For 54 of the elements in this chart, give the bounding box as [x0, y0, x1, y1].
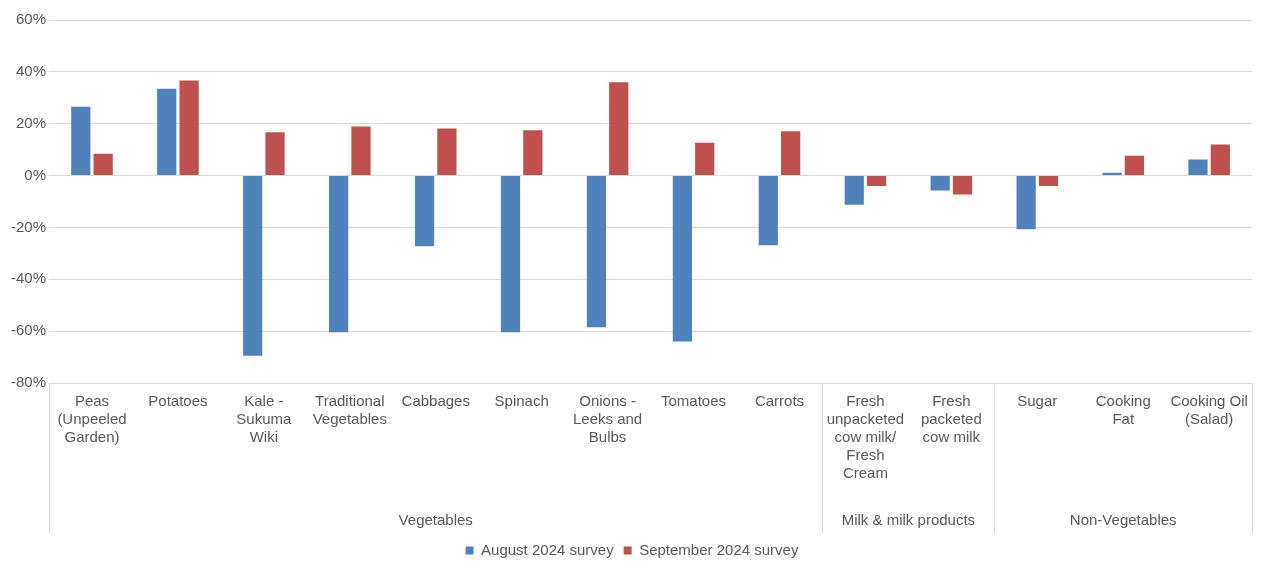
bar — [930, 176, 950, 191]
bar — [695, 142, 715, 176]
x-tick-label: Cooking Oil (Salad) — [1170, 392, 1248, 428]
x-tick-label: Fresh packeted cow milk — [920, 392, 982, 446]
x-tick-label: Carrots — [754, 392, 805, 410]
bar — [1124, 155, 1144, 176]
x-tick-label: Sugar — [1017, 392, 1058, 410]
y-tick-label: -80% — [10, 373, 47, 391]
x-tick-label: Cooking Fat — [1095, 392, 1151, 428]
legend-label: September 2024 survey — [639, 540, 799, 558]
bar — [1038, 176, 1059, 186]
bar — [1210, 144, 1230, 176]
bar — [586, 176, 607, 328]
y-tick-label: -40% — [10, 269, 47, 287]
text: Milk & milk products — [841, 511, 976, 529]
bar — [1016, 176, 1036, 230]
bar — [93, 153, 113, 176]
y-tick-label: -60% — [10, 321, 47, 339]
y-tick-label: -20% — [10, 217, 47, 235]
bar — [952, 176, 973, 195]
bar — [71, 106, 91, 176]
bar — [523, 130, 543, 176]
text: Vegetables — [398, 511, 473, 529]
text: Non-Vegetables — [1069, 511, 1177, 529]
bar — [179, 80, 199, 176]
bar — [866, 176, 887, 186]
bar — [437, 128, 457, 176]
y-tick-label: 0% — [24, 165, 47, 183]
bar — [758, 176, 778, 246]
x-tick-label: Onions - Leeks and Bulbs — [572, 392, 643, 446]
bar — [1188, 159, 1208, 176]
bar — [609, 82, 629, 176]
x-tick-label: Tomatoes — [661, 392, 727, 410]
bar — [672, 176, 692, 342]
x-tick-label: Peas (Unpeeled Garden) — [57, 392, 127, 446]
bar — [844, 176, 864, 205]
bar — [351, 126, 371, 176]
y-tick-label: 60% — [15, 10, 47, 28]
bar — [157, 88, 177, 176]
bar — [500, 176, 521, 333]
x-tick-label: Spinach — [494, 392, 549, 410]
bar — [265, 132, 285, 176]
bar — [781, 131, 801, 176]
bar — [414, 176, 435, 247]
y-tick-label: 20% — [15, 113, 47, 131]
x-tick-label: Fresh unpacketed cow milk/ Fresh Cream — [826, 392, 905, 482]
x-tick-label: Kale - Sukuma Wiki — [236, 392, 293, 446]
bar — [243, 176, 263, 356]
x-tick-label: Traditional Vegetables — [312, 392, 387, 428]
x-tick-label: Cabbages — [401, 392, 470, 410]
legend-label: August 2024 survey — [481, 540, 615, 558]
y-tick-label: 40% — [15, 62, 47, 79]
x-tick-label: Potatoes — [148, 392, 208, 410]
bar — [329, 176, 349, 333]
